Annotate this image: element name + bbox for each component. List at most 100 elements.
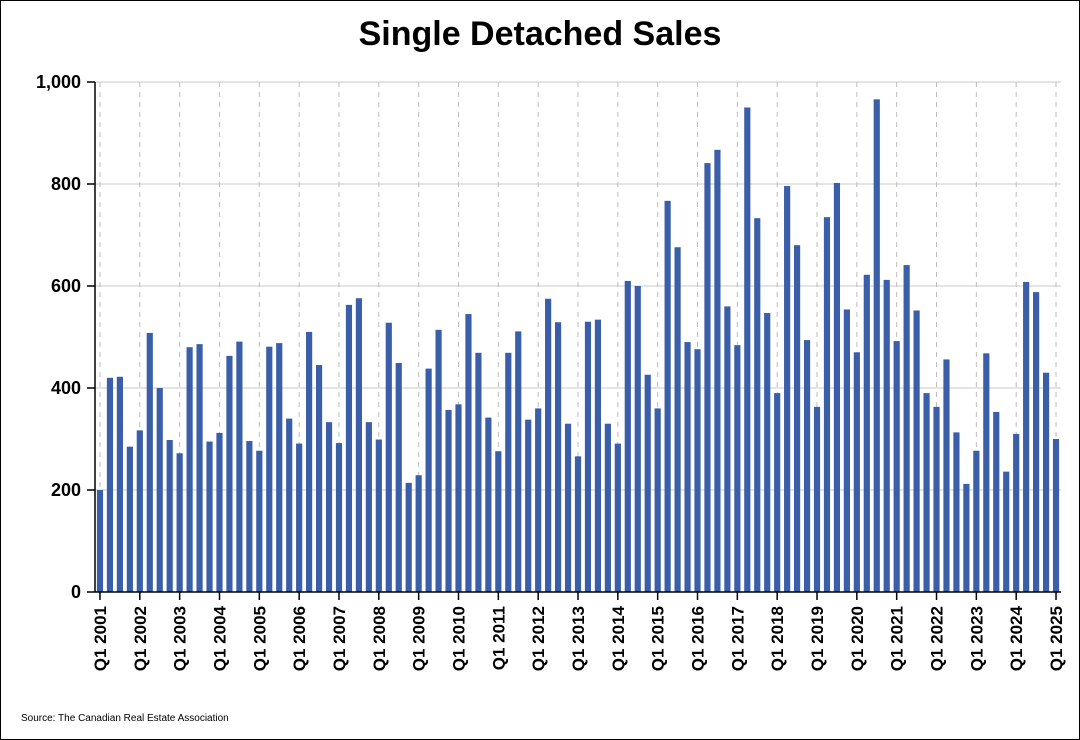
bar — [126, 446, 133, 592]
bar — [843, 309, 850, 592]
bar — [186, 347, 193, 592]
x-tick-label: Q1 2004 — [210, 605, 229, 671]
bar — [525, 419, 532, 592]
bar — [923, 393, 930, 592]
chart-title: Single Detached Sales — [358, 15, 722, 53]
bar — [156, 388, 163, 592]
bar — [405, 482, 412, 592]
bar — [724, 306, 731, 592]
bar — [266, 346, 273, 592]
bar — [903, 265, 910, 592]
bar — [176, 453, 183, 592]
bar — [355, 298, 362, 592]
bar — [206, 441, 213, 592]
bar — [515, 331, 522, 592]
bar — [425, 368, 432, 592]
bar — [993, 411, 1000, 592]
bar — [913, 310, 920, 592]
bar — [634, 286, 641, 592]
x-tick-label: Q1 2016 — [689, 606, 708, 671]
bar — [614, 443, 621, 592]
x-tick-label: Q1 2024 — [1007, 605, 1026, 671]
bar — [933, 406, 940, 592]
bar — [584, 321, 592, 592]
bar — [774, 393, 781, 592]
bar — [495, 451, 502, 592]
bar — [604, 423, 611, 592]
bar — [794, 245, 801, 592]
bar — [246, 441, 253, 592]
bar — [734, 345, 741, 592]
bar — [744, 107, 751, 592]
x-tick-label: Q1 2015 — [649, 606, 668, 671]
bar — [415, 475, 422, 592]
bar — [973, 450, 980, 592]
bar — [136, 430, 143, 592]
bar — [684, 342, 691, 592]
bar — [256, 450, 263, 592]
bar — [654, 408, 661, 592]
x-tick-label: Q1 2003 — [171, 606, 190, 671]
bar — [594, 319, 602, 592]
bar — [1033, 292, 1040, 592]
y-tick-label: 800 — [51, 174, 81, 194]
bar — [1013, 433, 1020, 592]
bar — [983, 353, 990, 592]
bar — [1023, 281, 1030, 592]
bar — [943, 359, 950, 592]
x-tick-label: Q1 2020 — [848, 606, 867, 671]
x-tick-label: Q1 2006 — [290, 606, 309, 671]
x-tick-label: Q1 2023 — [967, 606, 986, 671]
x-tick-label: Q1 2005 — [250, 606, 269, 671]
bar — [226, 355, 233, 592]
bar — [475, 352, 482, 592]
bar — [784, 186, 791, 593]
bar — [276, 343, 283, 592]
x-tick-label: Q1 2021 — [888, 606, 907, 671]
bar — [535, 408, 542, 592]
bar — [873, 99, 880, 592]
bar — [853, 352, 860, 592]
bar — [644, 374, 651, 592]
bar — [455, 404, 462, 592]
bar — [216, 432, 223, 592]
bar — [674, 247, 681, 593]
x-tick-label: Q1 2001 — [91, 606, 110, 671]
bar — [196, 344, 203, 592]
x-tick-label: Q1 2008 — [370, 606, 389, 671]
bar — [505, 352, 512, 592]
bar — [863, 274, 870, 592]
bar — [395, 363, 402, 592]
x-tick-label: Q1 2011 — [489, 606, 508, 670]
x-tick-label: Q1 2018 — [768, 606, 787, 671]
bar — [375, 439, 382, 592]
bar — [714, 149, 721, 592]
x-tick-label: Q1 2012 — [529, 606, 548, 671]
bar — [883, 279, 890, 592]
bar — [803, 340, 811, 592]
bar — [813, 406, 821, 592]
bar — [1042, 372, 1050, 592]
bar — [1052, 439, 1060, 592]
y-tick-label: 200 — [51, 480, 81, 500]
bar — [286, 418, 293, 592]
bar — [833, 182, 841, 593]
bar — [306, 331, 313, 592]
bar — [96, 490, 104, 592]
bar — [1003, 471, 1010, 592]
bar — [554, 322, 562, 592]
bar — [345, 304, 353, 592]
bar — [624, 280, 631, 592]
bar — [564, 423, 572, 592]
bar — [694, 349, 701, 592]
bar — [764, 313, 771, 592]
y-tick-label: 1,000 — [36, 72, 81, 92]
bar — [146, 332, 153, 592]
y-tick-label: 0 — [71, 582, 81, 602]
bar — [485, 417, 492, 592]
bar — [385, 322, 392, 592]
bar — [893, 341, 900, 592]
y-tick-label: 400 — [51, 378, 81, 398]
x-tick-label: Q1 2010 — [449, 606, 468, 671]
